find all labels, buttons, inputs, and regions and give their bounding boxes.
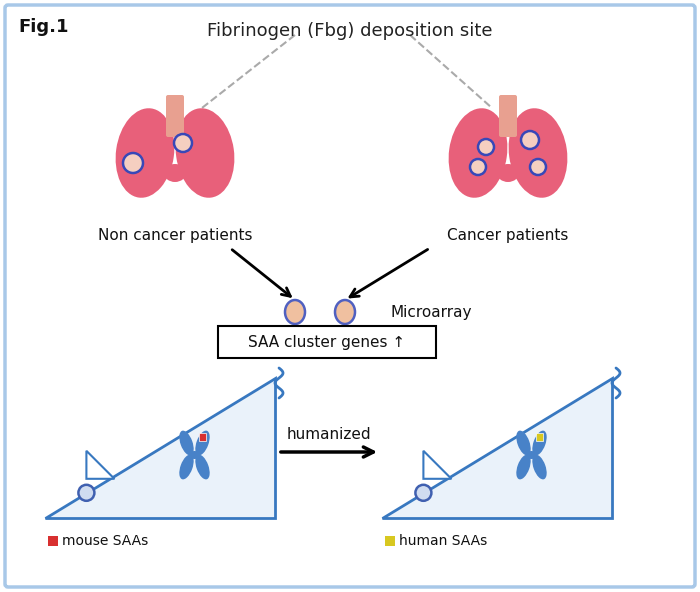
Circle shape: [521, 131, 539, 149]
Ellipse shape: [509, 108, 568, 198]
Ellipse shape: [164, 164, 186, 182]
Ellipse shape: [190, 451, 200, 459]
Text: Cancer patients: Cancer patients: [447, 228, 568, 243]
Circle shape: [478, 139, 494, 155]
Circle shape: [415, 485, 431, 501]
Ellipse shape: [532, 430, 547, 455]
Polygon shape: [382, 378, 612, 518]
Polygon shape: [424, 451, 452, 479]
Circle shape: [78, 485, 95, 501]
Text: Non cancer patients: Non cancer patients: [98, 228, 252, 243]
Bar: [199, 433, 206, 441]
Circle shape: [530, 159, 546, 175]
Polygon shape: [86, 451, 114, 479]
Ellipse shape: [195, 455, 210, 480]
Ellipse shape: [449, 108, 507, 198]
FancyBboxPatch shape: [499, 95, 517, 137]
FancyBboxPatch shape: [218, 326, 436, 358]
Text: mouse SAAs: mouse SAAs: [62, 534, 148, 548]
Ellipse shape: [517, 455, 531, 480]
Bar: [48, 536, 58, 546]
Text: humanized: humanized: [287, 427, 371, 442]
Ellipse shape: [179, 430, 194, 455]
Ellipse shape: [497, 164, 519, 182]
Circle shape: [174, 134, 192, 152]
Text: Fig.1: Fig.1: [18, 18, 69, 36]
Ellipse shape: [176, 108, 234, 198]
Text: Microarray: Microarray: [390, 304, 472, 320]
Text: SAA cluster genes ↑: SAA cluster genes ↑: [248, 334, 405, 349]
Text: human SAAs: human SAAs: [399, 534, 487, 548]
Ellipse shape: [179, 455, 194, 480]
Ellipse shape: [335, 300, 355, 324]
Circle shape: [123, 153, 143, 173]
Ellipse shape: [195, 430, 210, 455]
Text: Fibrinogen (Fbg) deposition site: Fibrinogen (Fbg) deposition site: [207, 22, 493, 40]
Circle shape: [470, 159, 486, 175]
Ellipse shape: [116, 108, 174, 198]
Bar: [385, 536, 395, 546]
Ellipse shape: [532, 455, 547, 480]
FancyBboxPatch shape: [166, 95, 184, 137]
Ellipse shape: [517, 430, 531, 455]
Polygon shape: [45, 378, 275, 518]
Ellipse shape: [526, 451, 536, 459]
Bar: [536, 433, 542, 441]
FancyBboxPatch shape: [5, 5, 695, 587]
Ellipse shape: [285, 300, 305, 324]
